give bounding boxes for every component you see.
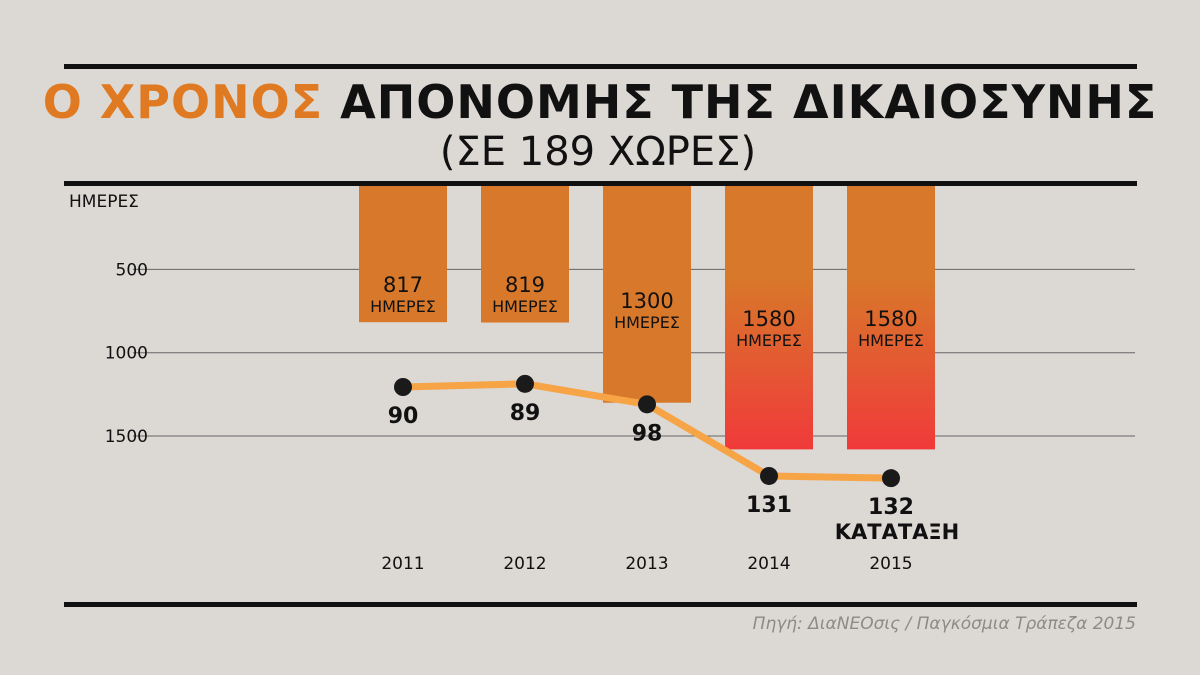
bar-value-label-2012: 819 xyxy=(505,273,545,297)
x-tick-label-2013: 2013 xyxy=(625,554,668,574)
rank-label-2015: 132 xyxy=(868,495,914,520)
bar-2012 xyxy=(481,186,569,323)
bar-2013 xyxy=(603,186,691,403)
chart-title: Ο ΧΡΟΝΟΣ ΑΠΟΝΟΜΗΣ ΤΗΣ ΔΙΚΑΙΟΣΥΝΗΣ xyxy=(0,76,1200,128)
y-tick-label-500: 500 xyxy=(116,260,148,280)
rank-label-2014: 131 xyxy=(746,493,792,518)
rank-point-2015 xyxy=(882,469,900,488)
rank-point-2011 xyxy=(394,378,412,396)
rank-label-2011: 90 xyxy=(388,404,419,429)
bar-value-label-2014: 1580 xyxy=(742,307,795,331)
rank-point-2014 xyxy=(760,466,778,485)
bar-2015 xyxy=(847,186,935,450)
bar-unit-label-2015: ΗΜΕΡΕΣ xyxy=(858,331,924,350)
bar-value-label-2013: 1300 xyxy=(620,289,673,313)
y-axis-label: ΗΜΕΡΕΣ xyxy=(69,192,139,212)
x-tick-label-2014: 2014 xyxy=(747,554,790,574)
x-tick-label-2012: 2012 xyxy=(503,554,546,574)
rank-point-2013 xyxy=(638,395,656,414)
rank-point-2012 xyxy=(516,374,534,393)
bottom-rule xyxy=(64,602,1137,607)
bar-2011 xyxy=(359,186,447,323)
chart-subtitle: (ΣΕ 189 ΧΩΡΕΣ) xyxy=(0,128,1200,176)
y-tick-label-1000: 1000 xyxy=(105,344,148,364)
title-divider xyxy=(64,181,1137,186)
source-note: Πηγή: ΔιαΝΕΟσις / Παγκόσμια Τράπεζα 2015 xyxy=(752,614,1136,634)
rank-label-2012: 89 xyxy=(510,401,541,426)
bar-unit-label-2014: ΗΜΕΡΕΣ xyxy=(736,331,802,350)
bar-2014 xyxy=(725,186,813,450)
bar-value-label-2015: 1580 xyxy=(864,307,917,331)
rank-series-label: ΚΑΤΑΤΑΞΗ xyxy=(835,520,960,544)
bar-unit-label-2012: ΗΜΕΡΕΣ xyxy=(492,297,558,316)
labels: 817ΗΜΕΡΕΣ2011819ΗΜΕΡΕΣ20121300ΗΜΕΡΕΣ2013… xyxy=(370,273,959,574)
bar-unit-label-2013: ΗΜΕΡΕΣ xyxy=(614,313,680,332)
bar-unit-label-2011: ΗΜΕΡΕΣ xyxy=(370,297,436,316)
y-tick-label-1500: 1500 xyxy=(105,427,148,447)
bars xyxy=(359,186,935,450)
top-rule xyxy=(64,64,1137,69)
title-accent: Ο ΧΡΟΝΟΣ xyxy=(42,75,324,129)
rank-label-2013: 98 xyxy=(632,421,663,446)
bar-value-label-2011: 817 xyxy=(383,273,423,297)
subtitle-text: (ΣΕ 189 ΧΩΡΕΣ) xyxy=(439,129,757,175)
x-tick-label-2015: 2015 xyxy=(869,554,912,574)
title-rest: ΑΠΟΝΟΜΗΣ ΤΗΣ ΔΙΚΑΙΟΣΥΝΗΣ xyxy=(340,75,1158,129)
x-tick-label-2011: 2011 xyxy=(381,554,424,574)
rank-line xyxy=(394,374,900,488)
